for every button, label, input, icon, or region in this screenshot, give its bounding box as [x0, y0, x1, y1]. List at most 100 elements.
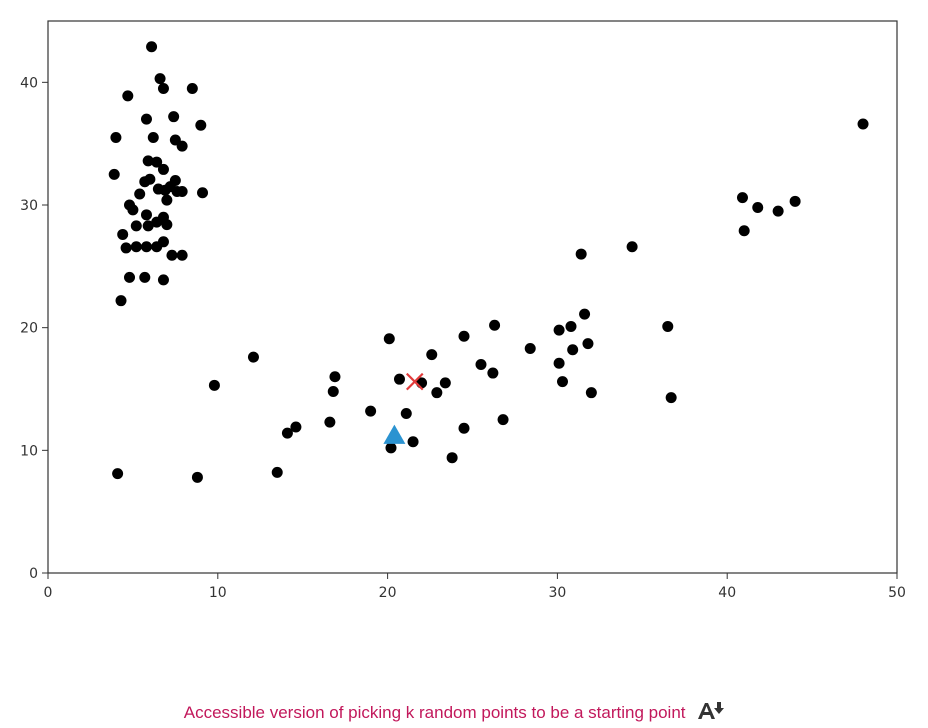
- data-point: [772, 205, 784, 217]
- data-point: [151, 156, 163, 168]
- data-point: [176, 186, 188, 198]
- data-point: [407, 436, 419, 448]
- data-point: [565, 320, 577, 332]
- data-point: [736, 192, 748, 204]
- data-point: [142, 155, 154, 167]
- data-point: [426, 349, 438, 361]
- data-point: [151, 241, 163, 253]
- data-point: [665, 392, 677, 404]
- data-point: [151, 216, 163, 228]
- data-point: [489, 319, 501, 331]
- data-point: [157, 274, 169, 286]
- data-point: [400, 408, 412, 420]
- data-point: [110, 132, 122, 144]
- data-point: [487, 367, 499, 379]
- data-point: [446, 452, 458, 464]
- data-point: [154, 73, 166, 85]
- data-point: [383, 333, 395, 345]
- data-point: [146, 41, 158, 53]
- data-point: [553, 324, 565, 336]
- data-point: [197, 187, 209, 199]
- data-point: [157, 82, 169, 94]
- data-point: [186, 82, 198, 94]
- data-point: [575, 248, 587, 260]
- plot-frame: [47, 20, 898, 574]
- special-markers: [383, 372, 424, 444]
- y-tick-label: 40: [20, 75, 38, 91]
- data-point: [124, 271, 136, 283]
- data-point: [157, 163, 169, 175]
- data-point: [161, 194, 173, 206]
- data-point: [176, 140, 188, 152]
- data-point: [752, 201, 764, 213]
- data-point: [579, 308, 591, 320]
- data-point: [327, 385, 339, 397]
- y-tick-label: 20: [20, 321, 38, 337]
- data-point: [585, 387, 597, 399]
- data-point: [130, 241, 142, 253]
- cross-marker: [405, 372, 424, 391]
- y-tick-label: 0: [29, 566, 38, 582]
- triangle-marker: [383, 424, 406, 444]
- data-point: [857, 118, 869, 130]
- data-point: [271, 466, 283, 478]
- data-point: [626, 241, 638, 253]
- data-point: [166, 249, 178, 261]
- data-point: [139, 271, 151, 283]
- data-point: [393, 373, 405, 385]
- accessible-version-text: Accessible version of picking k random p…: [183, 703, 686, 722]
- x-tick-label: 20: [379, 585, 397, 601]
- data-point: [147, 132, 159, 144]
- data-point: [159, 184, 171, 196]
- data-point: [553, 357, 565, 369]
- data-point: [475, 358, 487, 370]
- data-point: [662, 320, 674, 332]
- data-point: [139, 176, 151, 188]
- data-point: [385, 442, 397, 454]
- data-point: [176, 249, 188, 261]
- y-tick-label: 30: [20, 198, 38, 214]
- data-point: [208, 379, 220, 391]
- x-tick-label: 40: [718, 585, 736, 601]
- data-point: [247, 351, 259, 363]
- data-point: [142, 220, 154, 232]
- data-point: [329, 371, 341, 383]
- data-point: [458, 330, 470, 342]
- data-point: [324, 416, 336, 428]
- x-tick-label: 30: [548, 585, 566, 601]
- data-point: [168, 111, 180, 123]
- data-point: [108, 168, 120, 180]
- data-point: [130, 220, 142, 232]
- data-point: [120, 242, 132, 254]
- data-point: [365, 405, 377, 417]
- data-point: [556, 376, 568, 388]
- data-point: [195, 119, 207, 131]
- data-point: [567, 344, 579, 356]
- x-tick-label: 10: [209, 585, 227, 601]
- x-tick-label: 0: [44, 585, 53, 601]
- data-point: [439, 377, 451, 389]
- data-point: [140, 113, 152, 125]
- data-point: [789, 195, 801, 207]
- accessible-version-caption: Accessible version of picking k random p…: [0, 700, 910, 723]
- data-point: [122, 90, 134, 102]
- data-point: [290, 421, 302, 433]
- cross-stroke: [405, 372, 424, 391]
- data-point: [161, 219, 173, 231]
- data-point: [134, 188, 146, 200]
- data-point: [140, 241, 152, 253]
- data-point: [127, 204, 139, 216]
- data-point: [140, 209, 152, 221]
- axes: 0 10 20 30 40 50 0 10 20 30 40: [20, 20, 906, 601]
- data-point: [431, 387, 443, 399]
- accessible-version-link[interactable]: Accessible version of picking k random p…: [183, 702, 727, 722]
- data-point: [117, 228, 129, 240]
- x-tick-label: 50: [888, 585, 906, 601]
- accessibility-download-icon: [698, 702, 725, 719]
- data-point: [497, 414, 509, 426]
- data-points: [108, 41, 869, 483]
- data-point: [112, 468, 124, 480]
- data-point: [191, 471, 203, 483]
- data-point: [458, 422, 470, 434]
- scatter-chart: 0 10 20 30 40 50 0 10 20 30 40: [20, 20, 906, 601]
